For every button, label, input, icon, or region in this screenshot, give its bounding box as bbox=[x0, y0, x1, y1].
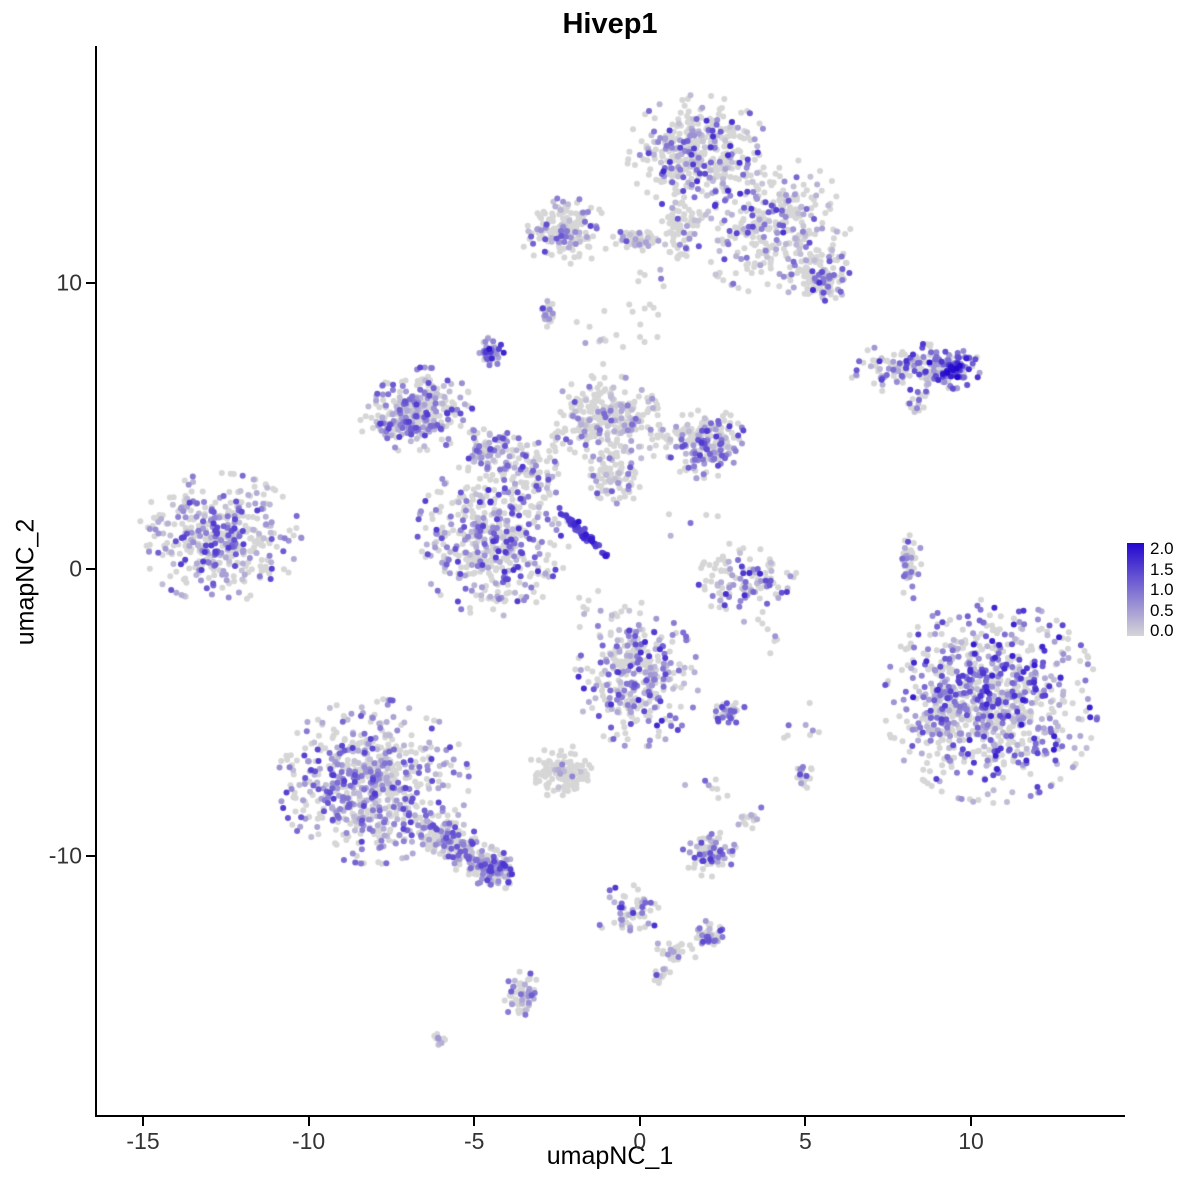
y-tick-mark bbox=[86, 855, 95, 858]
x-axis-label: umapNC_1 bbox=[546, 1142, 674, 1170]
y-tick-mark bbox=[86, 281, 95, 284]
x-tick-label: -10 bbox=[291, 1128, 326, 1154]
x-tick-mark bbox=[473, 1117, 476, 1126]
x-tick-label: -15 bbox=[126, 1128, 160, 1154]
colorbar-tick-label: 0.0 bbox=[1150, 621, 1174, 640]
colorbar-tick-label: 2.0 bbox=[1150, 539, 1174, 558]
y-tick-label: -10 bbox=[48, 842, 82, 869]
x-tick-mark bbox=[307, 1117, 310, 1126]
colorbar-labels: 2.0 1.5 1.0 0.5 0.0 bbox=[1150, 539, 1190, 640]
x-tick-label: -5 bbox=[463, 1128, 485, 1154]
x-tick-label: 10 bbox=[958, 1128, 984, 1154]
plot-title: Hivep1 bbox=[562, 8, 658, 40]
x-tick-mark bbox=[969, 1117, 972, 1126]
colorbar-tick-label: 1.0 bbox=[1150, 580, 1174, 599]
plot-panel bbox=[95, 46, 1127, 1117]
x-tick-mark bbox=[142, 1117, 145, 1126]
y-tick-mark bbox=[86, 568, 95, 571]
x-tick-label: 0 bbox=[633, 1128, 647, 1154]
x-tick-mark bbox=[804, 1117, 807, 1126]
colorbar-tick-label: 1.5 bbox=[1150, 559, 1174, 579]
colorbar-gradient bbox=[1127, 543, 1144, 636]
x-tick-mark bbox=[638, 1117, 641, 1126]
colorbar-tick-label: 0.5 bbox=[1150, 600, 1174, 620]
scatter-points-canvas bbox=[97, 46, 1127, 1117]
y-tick-label: 10 bbox=[56, 269, 82, 296]
x-tick-label: 5 bbox=[798, 1128, 812, 1154]
y-tick-label: 0 bbox=[69, 555, 82, 582]
